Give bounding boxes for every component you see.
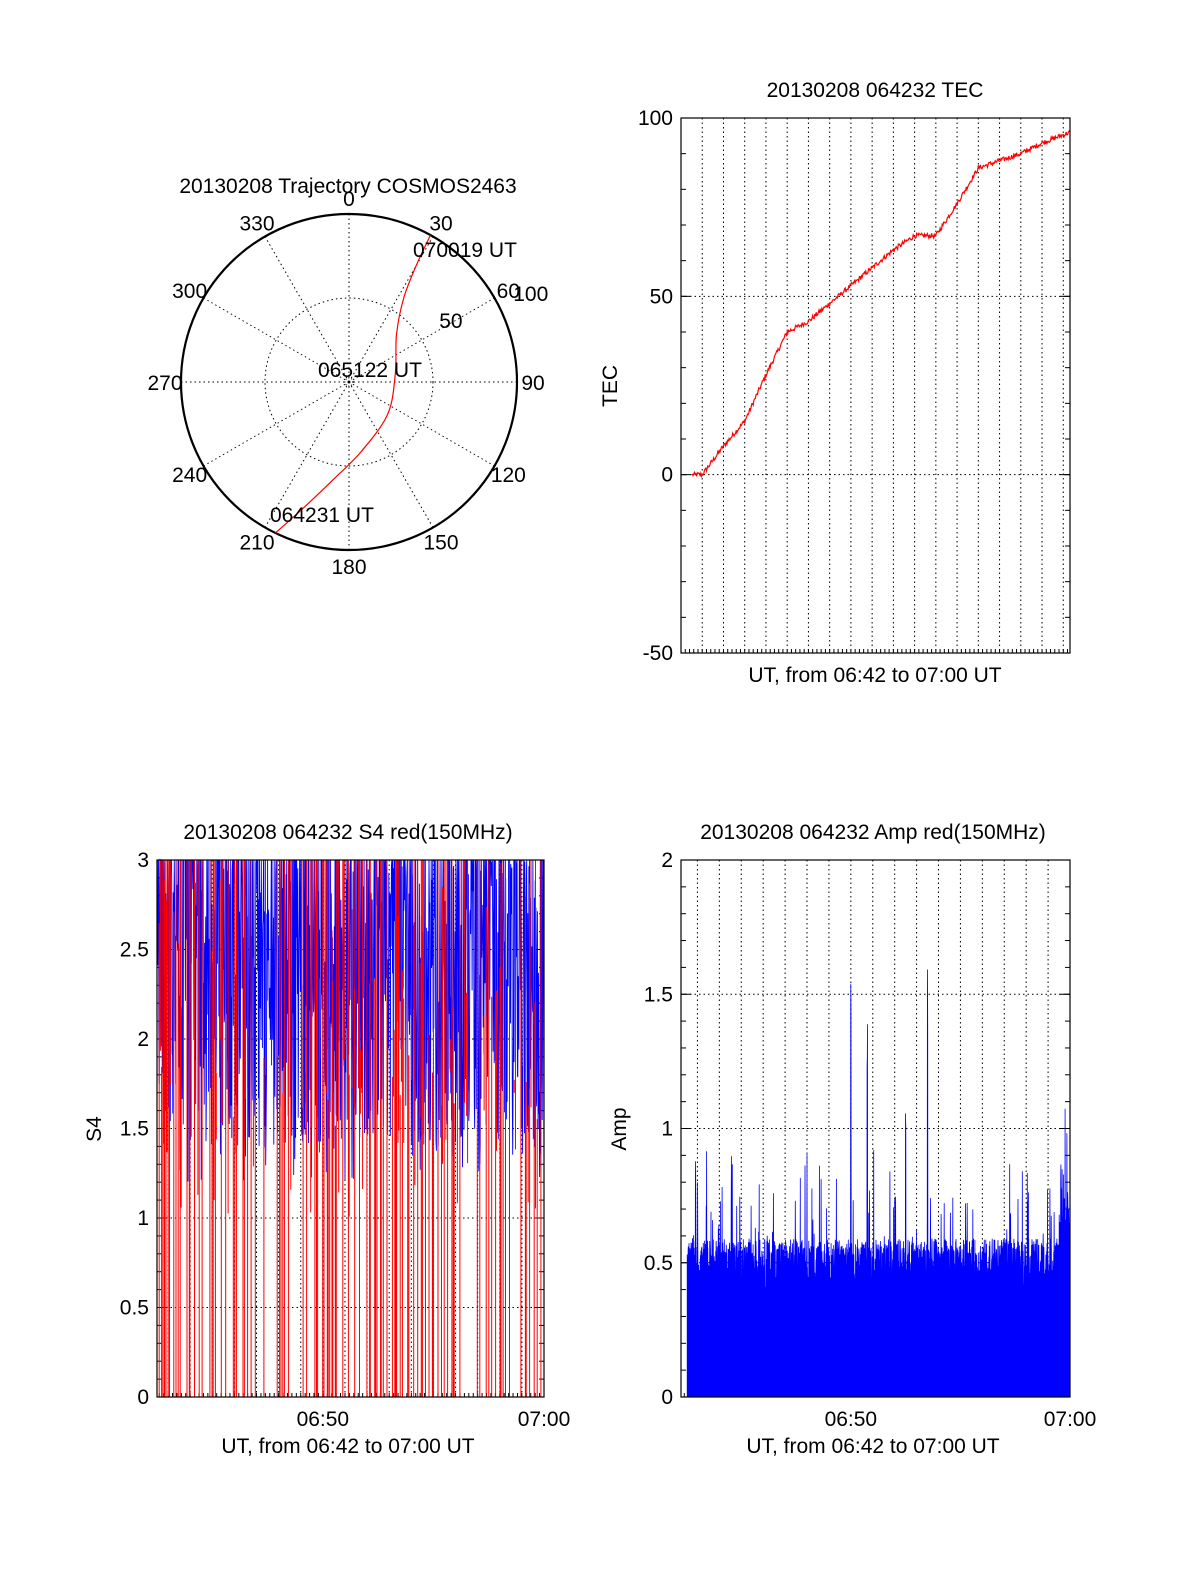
amp-y-tick-label: 1.5 — [644, 983, 673, 1006]
amp-plot-frame — [680, 859, 1071, 1398]
amp-x-tick-labels: 06:50 07:00 — [825, 1408, 1097, 1431]
s4-x-axis-label: UT, from 06:42 to 07:00 UT — [221, 1435, 474, 1458]
amp-y-tick-label: 2 — [661, 849, 673, 872]
s4-plot-frame — [156, 859, 545, 1398]
polar-angle-label-300: 300 — [172, 280, 207, 303]
s4-y-tick-label: 2.5 — [120, 939, 149, 962]
tec-y-tick-label: 100 — [638, 107, 673, 130]
polar-spoke-330 — [264, 236, 350, 383]
amp-x-axis-label: UT, from 06:42 to 07:00 UT — [746, 1435, 999, 1458]
polar-angle-labels: 0 30 60 90 120 150 180 210 240 270 300 330 — [147, 188, 544, 579]
amp-y-tick-labels: 0 0.5 1 1.5 2 — [644, 849, 673, 1409]
amp-x-tick-label: 06:50 — [825, 1408, 878, 1431]
amp-y-tick-label: 0.5 — [644, 1252, 673, 1275]
polar-spoke-60 — [348, 297, 495, 383]
amp-chart: 20130208 064232 Amp red(150MHz) 0 0.5 1 1.5… — [608, 821, 1096, 1458]
polar-angle-label-60: 60 — [497, 280, 520, 303]
polar-spoke-210 — [264, 381, 350, 528]
s4-y-tick-label: 0 — [137, 1386, 149, 1409]
polar-trajectory-chart: 20130208 Trajectory COSMOS2463 0 30 60 90 12… — [147, 175, 548, 579]
s4-y-tick-labels: 0 0.5 1 1.5 2 2.5 3 — [120, 849, 149, 1409]
track-start-time-label: 064231 UT — [270, 504, 374, 527]
polar-spoke-150 — [348, 381, 434, 528]
polar-grid — [179, 212, 519, 552]
amp-chart-title: 20130208 064232 Amp red(150MHz) — [700, 821, 1046, 844]
amp-y-tick-label: 1 — [661, 1118, 673, 1141]
polar-angle-label-210: 210 — [239, 531, 274, 554]
track-end-time-label: 070019 UT — [413, 239, 517, 262]
amp-x-tick-label: 07:00 — [1044, 1408, 1097, 1431]
polar-spoke-300 — [203, 297, 350, 383]
polar-angle-label-120: 120 — [491, 464, 526, 487]
s4-y-tick-label: 3 — [137, 849, 149, 872]
amp-series — [686, 969, 1071, 1398]
s4-x-tick-labels: 06:50 07:00 — [297, 1408, 571, 1431]
tec-y-tick-label: 0 — [661, 464, 673, 487]
s4-red-spikes — [158, 860, 542, 1397]
tec-grid — [680, 117, 1070, 654]
polar-angle-label-0: 0 — [343, 188, 355, 211]
tec-series-line — [691, 130, 1070, 479]
tec-chart: 20130208 064232 TEC -50 0 50 100 UT, from 0… — [599, 79, 1071, 687]
tec-y-axis-label: TEC — [599, 365, 622, 407]
polar-angle-label-150: 150 — [423, 531, 458, 554]
trajectory-track — [275, 234, 431, 534]
polar-center-mark — [344, 377, 354, 387]
polar-angle-label-30: 30 — [429, 213, 452, 236]
polar-spoke-120 — [348, 381, 495, 467]
s4-x-tick-label: 07:00 — [518, 1408, 571, 1431]
amp-y-tick-label: 0 — [661, 1386, 673, 1409]
polar-radial-labels: 50 100 — [439, 283, 548, 333]
s4-y-tick-label: 1 — [137, 1207, 149, 1230]
s4-y-tick-label: 2 — [137, 1028, 149, 1051]
tec-y-tick-label: -50 — [643, 642, 673, 665]
polar-radial-label-100: 100 — [513, 283, 548, 306]
tec-x-axis-label: UT, from 06:42 to 07:00 UT — [748, 664, 1001, 687]
track-mid-time-label: 065122 UT — [318, 359, 422, 382]
tec-y-tick-labels: -50 0 50 100 — [638, 107, 673, 665]
polar-angle-label-90: 90 — [521, 372, 544, 395]
polar-spoke-240 — [203, 381, 350, 467]
amp-y-axis-label: Amp — [608, 1107, 631, 1150]
polar-spoke-30 — [348, 236, 434, 383]
s4-chart: 20130208 064232 S4 red(150MHz) 0 0.5 1 1.5 2… — [83, 821, 570, 1458]
polar-radial-label-50: 50 — [439, 310, 462, 333]
tec-y-tick-label: 50 — [650, 285, 673, 308]
polar-angle-label-240: 240 — [172, 464, 207, 487]
tec-chart-title: 20130208 064232 TEC — [767, 79, 984, 102]
polar-angle-label-270: 270 — [147, 372, 182, 395]
tec-plot-frame — [680, 117, 1071, 654]
s4-chart-title: 20130208 064232 S4 red(150MHz) — [183, 821, 512, 844]
amp-blue-area — [686, 969, 1071, 1398]
polar-angle-label-180: 180 — [331, 556, 366, 579]
s4-series — [157, 858, 545, 1397]
s4-y-tick-label: 0.5 — [120, 1297, 149, 1320]
polar-angle-label-330: 330 — [239, 213, 274, 236]
polar-ring-50 — [264, 297, 434, 467]
s4-x-tick-label: 06:50 — [297, 1408, 350, 1431]
s4-y-tick-label: 1.5 — [120, 1118, 149, 1141]
polar-chart-title: 20130208 Trajectory COSMOS2463 — [179, 175, 516, 198]
s4-y-axis-label: S4 — [83, 1116, 106, 1142]
